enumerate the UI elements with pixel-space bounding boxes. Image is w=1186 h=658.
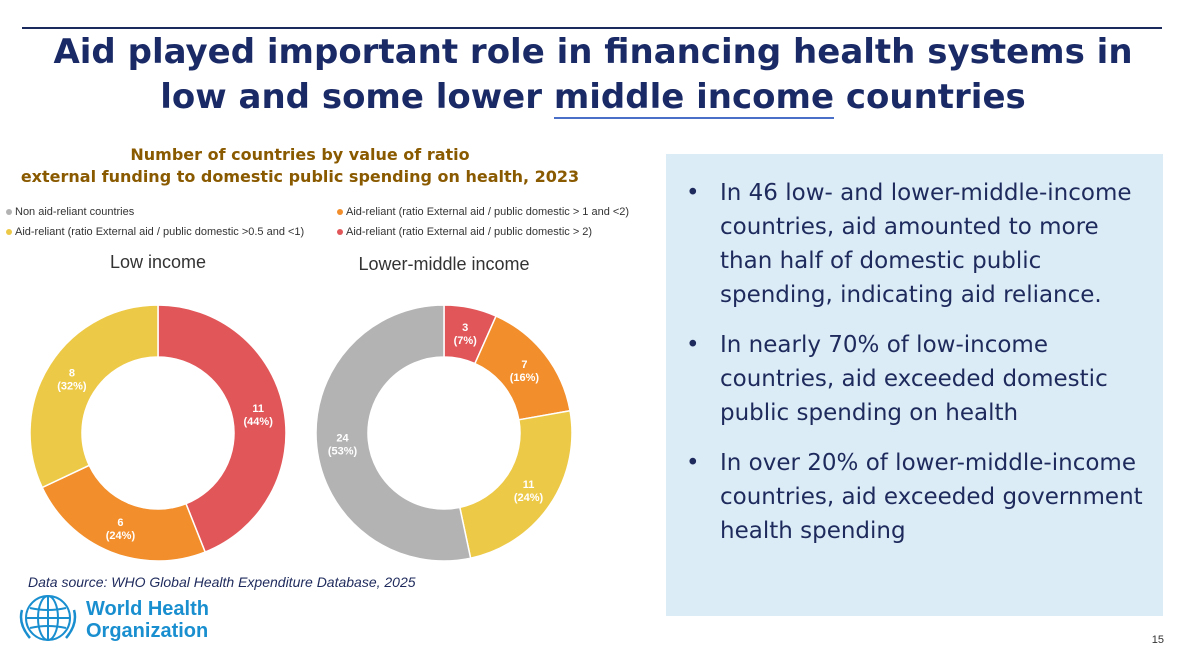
slice-data-label: 11 (24%) [514,479,544,504]
who-emblem-icon [19,595,77,641]
chart-title-line1: Number of countries by value of ratio [130,145,470,164]
page-number: 15 [1151,634,1164,646]
slice-value: 11 [523,479,535,491]
slice-value: 6 [117,517,123,529]
top-rule [22,27,1162,29]
legend-dot [337,209,343,216]
donut-charts: Low income Lower-middle income 11 (44%)6(… [29,252,573,562]
slice-percent: (24%) [514,492,544,504]
legend-label: Non aid-reliant countries [15,206,135,219]
chart-title: Number of countries by value of ratio ex… [10,144,590,188]
who-logo-text: World Health Organization [86,598,209,642]
chart-title-line2: external funding to domestic public spen… [20,167,580,186]
donut-title-low-income: Low income [110,252,206,272]
chart-legend: Non aid-reliant countries Aid-reliant (r… [6,206,666,242]
slide-title-underlined: middle income [553,77,835,119]
legend-item-non-aid: Non aid-reliant countries [6,206,134,218]
donut-slice [29,304,159,489]
bullet-item: • In 46 low- and lower-middle-income coun… [680,176,1150,312]
donut-low-income: 11 (44%) 6 (24%) 8 (32%) [29,304,287,562]
legend-label: Aid-reliant (ratio External aid / public… [346,226,593,239]
slice-value: 8 [69,367,75,379]
legend-dot [6,209,12,216]
bullet-item: • In over 20% of lower-middle-income coun… [680,446,1150,548]
slice-data-label: 11 (44%) [244,403,274,428]
legend-item-ratio-1-2: Aid-reliant (ratio External aid / public… [337,206,629,218]
slice-data-label: 8 (32%) [57,367,87,392]
slice-value: 3 [462,322,468,334]
slice-data-label: 3 (7%) [454,322,478,347]
slice-percent: (32%) [57,380,87,392]
legend-label: Aid-reliant (ratio External aid / public… [346,206,630,219]
slide-title: Aid played important role in financing h… [20,30,1166,120]
slice-value: 24 [336,433,349,445]
donut-slice [458,409,573,560]
slice-percent: (24%) [106,530,136,542]
bullet-dot: • [686,450,700,476]
legend-item-ratio-gt2: Aid-reliant (ratio External aid / public… [337,226,592,238]
donut-lower-middle-income: 3 (7%) 7 (16%) 11 (24%) 24 (53%) [315,304,573,562]
bullet-text: In nearly 70% of low-income countries, a… [720,332,1108,426]
slice-value: 7 [521,359,527,371]
bullet-list: • In 46 low- and lower-middle-income coun… [680,176,1150,564]
data-source: Data source: WHO Global Health Expenditu… [28,574,416,590]
donut-title-lower-middle-income: Lower-middle income [358,254,529,274]
donut-slice [315,304,472,562]
slice-percent: (44%) [244,416,274,428]
who-logo-line2: Organization [86,620,209,642]
bullet-item: • In nearly 70% of low-income countries, … [680,328,1150,430]
bullet-dot: • [686,180,700,206]
donut-slice [41,464,207,562]
legend-dot [337,229,343,236]
slice-data-label: 24 (53%) [328,433,358,458]
slice-value: 11 [252,403,264,415]
slice-percent: (16%) [510,372,540,384]
slice-percent: (53%) [328,446,358,458]
donut-slice [157,304,287,553]
who-logo-line1: World Health [86,598,209,620]
slide-title-part2: countries [834,77,1026,117]
slice-data-label: 6 (24%) [106,517,136,542]
info-box [666,154,1163,616]
legend-dot [6,229,12,236]
slice-data-label: 7 (16%) [510,359,540,384]
slice-percent: (7%) [454,335,478,347]
bullet-text: In 46 low- and lower-middle-income count… [720,180,1132,308]
legend-item-ratio-05-1: Aid-reliant (ratio External aid / public… [6,226,304,238]
slide-title-part1: Aid played important role in financing h… [53,32,1133,117]
bullet-text: In over 20% of lower-middle-income count… [720,450,1143,544]
legend-label: Aid-reliant (ratio External aid / public… [15,226,305,239]
bullet-dot: • [686,332,700,358]
